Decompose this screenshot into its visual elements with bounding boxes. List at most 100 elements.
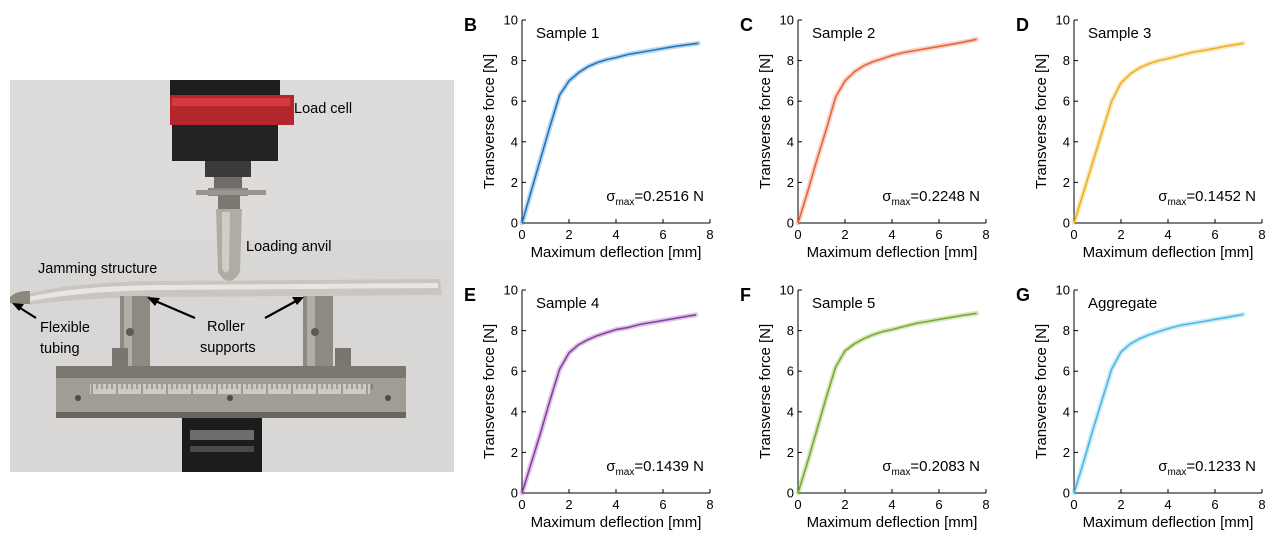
y-tick-label: 8 [787,323,794,338]
x-tick-label: 4 [612,227,619,242]
y-tick-label: 10 [780,13,794,28]
y-tick-label: 4 [787,134,794,149]
x-tick-label: 2 [1117,497,1124,512]
y-axis-label: Transverse force [N] [1033,54,1050,189]
chart-sample-1: B 0 2 4 6 8 10 0 2 4 6 8 Maximum deflection [mm] Tran… [464,13,714,262]
x-tick-label: 6 [659,497,666,512]
y-tick-label: 6 [787,94,794,109]
panel-letter: D [1016,15,1029,35]
y-tick-label: 8 [511,53,518,68]
x-tick-label: 8 [982,497,989,512]
y-tick-label: 10 [504,283,518,298]
y-tick-label: 0 [511,486,518,501]
x-tick-label: 0 [794,227,801,242]
label-loading-anvil: Loading anvil [246,239,331,255]
label-flexible-tubing-line2: tubing [40,341,80,357]
x-tick-label: 6 [1211,497,1218,512]
y-tick-label: 8 [511,323,518,338]
y-tick-label: 2 [511,175,518,190]
y-tick-label: 0 [787,216,794,231]
x-axis-label: Maximum deflection [mm] [1083,244,1254,261]
base-plate [56,366,406,418]
y-tick-label: 6 [511,94,518,109]
x-tick-label: 8 [1258,497,1265,512]
label-jamming-structure: Jamming structure [38,261,157,277]
x-tick-label: 6 [1211,227,1218,242]
loading-anvil [216,195,242,281]
y-axis-label: Transverse force [N] [1033,324,1050,459]
panel-letter: F [740,285,751,305]
x-tick-label: 0 [794,497,801,512]
y-tick-label: 0 [1063,216,1070,231]
x-tick-label: 4 [612,497,619,512]
y-tick-label: 10 [780,283,794,298]
x-axis-label: Maximum deflection [mm] [531,244,702,261]
x-tick-label: 8 [982,227,989,242]
series-line [1073,313,1244,494]
y-tick-label: 2 [787,175,794,190]
ruler-scale [91,384,373,394]
chart-title: Sample 2 [812,25,875,42]
x-tick-label: 0 [518,227,525,242]
x-tick-label: 2 [1117,227,1124,242]
x-tick-label: 2 [841,227,848,242]
x-tick-label: 2 [841,497,848,512]
y-tick-label: 0 [511,216,518,231]
chart-sample-4: E 0 2 4 6 8 10 0 2 4 6 8 Maximum deflection [mm] Tran… [464,283,714,532]
panel-letter: C [740,15,753,35]
sigma-annotation: σmax=0.2083 N [882,458,980,478]
load-cell [170,80,294,196]
panel-letter: E [464,285,476,305]
y-tick-label: 10 [1056,283,1070,298]
series-line [797,38,977,224]
y-tick-label: 2 [787,445,794,460]
x-axis-label: Maximum deflection [mm] [531,514,702,531]
y-tick-label: 10 [1056,13,1070,28]
x-tick-label: 0 [1070,497,1077,512]
sigma-annotation: σmax=0.1452 N [1158,188,1256,208]
chart-title: Sample 4 [536,295,599,312]
y-tick-label: 4 [1063,404,1070,419]
y-tick-label: 8 [1063,323,1070,338]
x-axis-label: Maximum deflection [mm] [807,244,978,261]
x-tick-label: 4 [888,227,895,242]
y-tick-label: 8 [787,53,794,68]
y-tick-label: 6 [787,364,794,379]
x-tick-label: 2 [565,227,572,242]
x-tick-label: 6 [935,227,942,242]
y-tick-label: 2 [511,445,518,460]
y-tick-label: 4 [787,404,794,419]
x-tick-label: 4 [1164,227,1171,242]
panel-letter: B [464,15,477,35]
x-tick-label: 8 [1258,227,1265,242]
chart-sample-5: F 0 2 4 6 8 10 0 2 4 6 8 Maximum deflection [mm] Tran… [740,283,990,532]
y-tick-label: 8 [1063,53,1070,68]
y-tick-label: 0 [787,486,794,501]
y-axis-label: Transverse force [N] [757,324,774,459]
chart-sample-3: D 0 2 4 6 8 10 0 2 4 6 8 Maximum deflection [mm] Tran… [1016,13,1266,262]
y-tick-label: 0 [1063,486,1070,501]
x-tick-label: 0 [1070,227,1077,242]
x-tick-label: 2 [565,497,572,512]
y-tick-label: 6 [1063,94,1070,109]
y-tick-label: 2 [1063,175,1070,190]
y-axis-label: Transverse force [N] [481,324,498,459]
chart-title: Sample 1 [536,25,599,42]
x-tick-label: 6 [659,227,666,242]
y-axis-label: Transverse force [N] [757,54,774,189]
y-tick-label: 4 [511,404,518,419]
panel-letter: G [1016,285,1030,305]
arrow-head-tubing [12,303,24,311]
jamming-structure [10,279,442,305]
sigma-annotation: σmax=0.1233 N [1158,458,1256,478]
arrow-head-left-support [147,297,160,306]
sigma-annotation: σmax=0.2516 N [606,188,704,208]
base-column [182,415,262,472]
x-tick-label: 8 [706,227,713,242]
label-roller-supports-line1: Roller [207,319,245,335]
arrow-head-right-support [292,297,304,305]
label-roller-supports-line2: supports [200,340,256,356]
y-tick-label: 10 [504,13,518,28]
label-flexible-tubing-line1: Flexible [40,320,90,336]
x-axis-label: Maximum deflection [mm] [1083,514,1254,531]
